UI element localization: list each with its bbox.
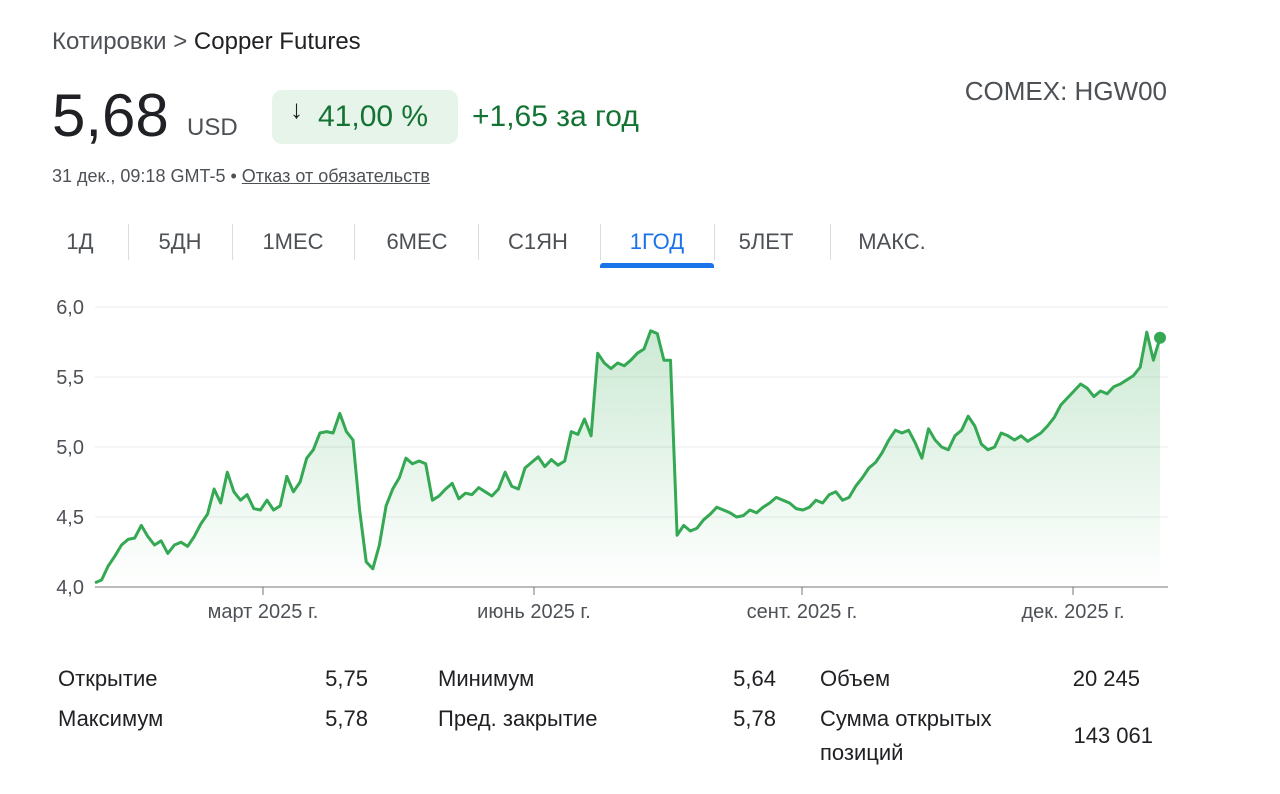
tab-label: 1МЕС — [262, 229, 324, 254]
tab-range[interactable]: 1ГОД — [600, 220, 714, 268]
stat-prev-close-value: 5,78 — [733, 706, 776, 731]
tab-range[interactable]: 5ДН — [130, 220, 230, 264]
arrow-down-icon: ↓ — [290, 94, 303, 124]
tab-range[interactable]: 5ЛЕТ — [716, 220, 816, 264]
tab-range[interactable]: 1МЕС — [234, 220, 352, 264]
last-price-dot — [1154, 331, 1166, 344]
tab-label: МАКС. — [858, 229, 926, 254]
x-tick-label: март 2025 г. — [208, 601, 319, 623]
tab-separator — [600, 224, 601, 260]
stat-open-label: Открытие — [58, 666, 158, 691]
tab-range[interactable]: МАКС. — [832, 220, 952, 264]
price-chart[interactable]: 4,0 4,5 5,0 5,5 6,0 март 2025 г. июнь 2025 г. с… — [0, 280, 1280, 630]
x-tick-label: июнь 2025 г. — [477, 601, 591, 623]
price-line — [94, 329, 1162, 585]
stat-high-value: 5,78 — [325, 706, 368, 731]
tab-separator — [354, 224, 355, 260]
change-absolute: +1,65 за год — [472, 100, 639, 133]
breadcrumb-separator: > — [173, 28, 188, 55]
stats-panel: Открытие 5,75 Максимум 5,78 Минимум 5,64… — [0, 660, 1280, 780]
disclaimer-link[interactable]: Отказ от обязательств — [241, 166, 430, 186]
stat-open-value: 5,75 — [325, 666, 368, 691]
quote-meta: 31 дек., 09:18 GMT-5 • Отказ от обязател… — [52, 166, 430, 187]
tab-label: 1Д — [66, 229, 94, 254]
tab-label: С1ЯН — [508, 229, 568, 254]
y-tick-label: 4,5 — [56, 507, 84, 529]
active-tab-indicator — [600, 263, 714, 268]
currency-label: USD — [187, 114, 238, 141]
tab-range[interactable]: 6МЕС — [358, 220, 476, 264]
breadcrumb-current: Copper Futures — [193, 28, 361, 55]
y-tick-label: 6,0 — [56, 297, 84, 319]
stat-oi-label-line2: позиций — [820, 740, 904, 765]
tab-range[interactable]: С1ЯН — [482, 220, 594, 264]
tab-label: 5ЛЕТ — [738, 229, 794, 254]
stat-volume-value: 20 245 — [1072, 666, 1140, 691]
breadcrumb: Котировки > Copper Futures — [52, 28, 361, 56]
price-area-fill — [95, 330, 1160, 587]
range-tabs: 1Д 5ДН 1МЕС 6МЕС С1ЯН 1ГОД 5ЛЕТ МАКС. — [52, 220, 952, 268]
y-tick-label: 5,5 — [56, 367, 84, 389]
tab-separator — [830, 224, 831, 260]
tab-separator — [714, 224, 715, 260]
tab-separator — [478, 224, 479, 260]
breadcrumb-root-link[interactable]: Котировки — [52, 28, 167, 55]
tab-range[interactable]: 1Д — [52, 220, 108, 264]
stat-prev-close-label: Пред. закрытие — [438, 706, 598, 731]
y-tick-label: 4,0 — [56, 577, 84, 599]
stat-oi-label-line1: Сумма открытых — [820, 706, 992, 731]
tab-label: 1ГОД — [629, 229, 685, 254]
quote-timestamp: 31 дек., 09:18 GMT-5 • — [52, 166, 237, 186]
tab-separator — [128, 224, 129, 260]
change-percent: 41,00 % — [318, 100, 429, 133]
x-tick-label: дек. 2025 г. — [1021, 601, 1124, 623]
y-tick-label: 5,0 — [56, 437, 84, 459]
stat-high-label: Максимум — [58, 706, 164, 731]
stat-low-value: 5,64 — [733, 666, 776, 691]
change-percent-badge: ↓ 41,00 % — [272, 90, 458, 144]
tab-label: 6МЕС — [386, 229, 448, 254]
stat-low-label: Минимум — [438, 666, 535, 691]
tab-label: 5ДН — [158, 229, 202, 254]
exchange-ticker: COMEX: HGW00 — [964, 76, 1167, 106]
tab-separator — [232, 224, 233, 260]
stat-oi-value: 143 061 — [1073, 723, 1153, 748]
current-price: 5,68 — [52, 82, 169, 149]
stat-volume-label: Объем — [820, 666, 891, 691]
x-tick-label: сент. 2025 г. — [747, 601, 858, 623]
